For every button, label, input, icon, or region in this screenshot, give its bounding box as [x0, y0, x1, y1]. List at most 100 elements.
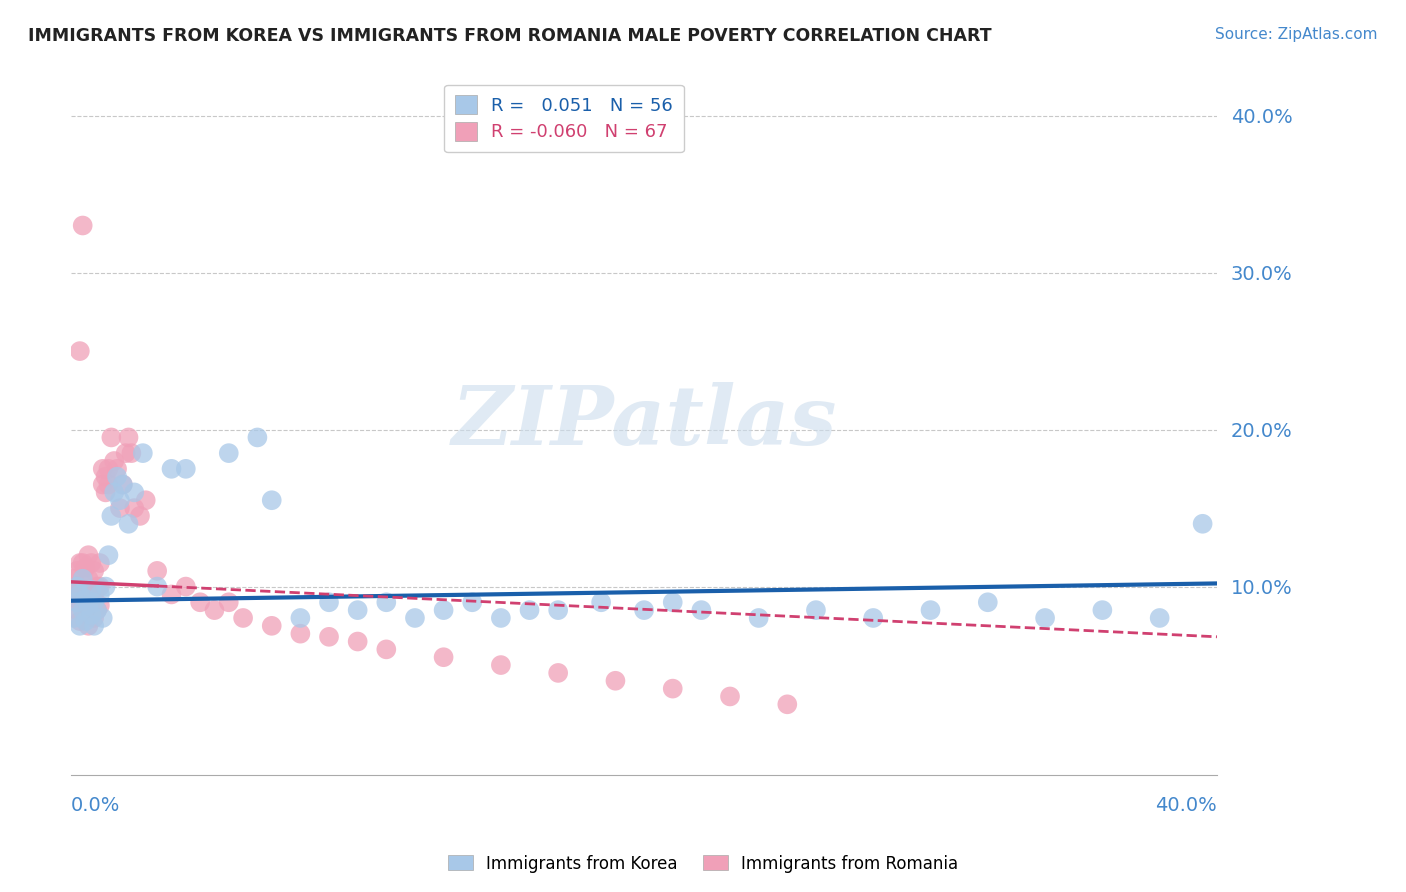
Point — [489, 611, 512, 625]
Point — [690, 603, 713, 617]
Point — [75, 614, 97, 628]
Point — [66, 595, 89, 609]
Point — [260, 493, 283, 508]
Point — [86, 603, 108, 617]
Point — [318, 630, 340, 644]
Point — [94, 580, 117, 594]
Point — [63, 611, 86, 625]
Point — [77, 595, 100, 609]
Point — [108, 493, 131, 508]
Point — [661, 595, 683, 609]
Point — [862, 611, 884, 625]
Point — [204, 603, 226, 617]
Point — [66, 564, 89, 578]
Point — [97, 462, 120, 476]
Point — [72, 572, 94, 586]
Point — [80, 607, 103, 622]
Point — [72, 587, 94, 601]
Point — [977, 595, 1000, 609]
Point — [404, 611, 426, 625]
Point — [80, 607, 103, 622]
Point — [72, 219, 94, 233]
Point — [69, 556, 91, 570]
Point — [83, 595, 105, 609]
Point — [290, 626, 312, 640]
Point — [72, 572, 94, 586]
Point — [218, 595, 240, 609]
Point — [69, 619, 91, 633]
Point — [489, 658, 512, 673]
Point — [83, 564, 105, 578]
Point — [132, 446, 155, 460]
Point — [105, 462, 128, 476]
Point — [120, 446, 142, 460]
Point — [605, 673, 627, 688]
Point — [591, 595, 613, 609]
Legend: R =   0.051   N = 56, R = -0.060   N = 67: R = 0.051 N = 56, R = -0.060 N = 67 — [444, 85, 683, 153]
Point — [83, 611, 105, 625]
Point — [748, 611, 770, 625]
Point — [89, 556, 111, 570]
Point — [69, 614, 91, 628]
Point — [83, 619, 105, 633]
Point — [86, 603, 108, 617]
Point — [77, 548, 100, 562]
Point — [83, 587, 105, 601]
Point — [77, 619, 100, 633]
Text: 40.0%: 40.0% — [1156, 797, 1218, 815]
Point — [103, 454, 125, 468]
Point — [91, 462, 114, 476]
Point — [804, 603, 827, 617]
Point — [108, 501, 131, 516]
Point — [290, 611, 312, 625]
Point — [63, 572, 86, 586]
Point — [69, 344, 91, 359]
Point — [94, 469, 117, 483]
Legend: Immigrants from Korea, Immigrants from Romania: Immigrants from Korea, Immigrants from R… — [441, 848, 965, 880]
Point — [97, 477, 120, 491]
Point — [146, 580, 169, 594]
Point — [432, 603, 454, 617]
Point — [80, 582, 103, 597]
Point — [188, 595, 211, 609]
Point — [461, 595, 484, 609]
Point — [114, 446, 136, 460]
Point — [1191, 516, 1213, 531]
Point — [75, 560, 97, 574]
Point — [75, 607, 97, 622]
Point — [260, 619, 283, 633]
Point — [89, 580, 111, 594]
Point — [66, 603, 89, 617]
Point — [75, 592, 97, 607]
Point — [80, 556, 103, 570]
Point — [129, 508, 152, 523]
Point — [91, 477, 114, 491]
Point — [97, 548, 120, 562]
Point — [111, 477, 134, 491]
Point — [66, 580, 89, 594]
Point — [69, 587, 91, 601]
Point — [920, 603, 942, 617]
Point — [75, 582, 97, 597]
Point — [375, 642, 398, 657]
Point — [318, 595, 340, 609]
Point — [1091, 603, 1114, 617]
Text: IMMIGRANTS FROM KOREA VS IMMIGRANTS FROM ROMANIA MALE POVERTY CORRELATION CHART: IMMIGRANTS FROM KOREA VS IMMIGRANTS FROM… — [28, 27, 991, 45]
Point — [94, 485, 117, 500]
Text: ZIPatlas: ZIPatlas — [451, 382, 837, 462]
Point — [100, 508, 122, 523]
Point — [69, 595, 91, 609]
Point — [122, 501, 145, 516]
Point — [86, 580, 108, 594]
Point — [72, 603, 94, 617]
Point — [1149, 611, 1171, 625]
Point — [718, 690, 741, 704]
Point — [80, 582, 103, 597]
Point — [547, 665, 569, 680]
Point — [375, 595, 398, 609]
Point — [346, 634, 368, 648]
Point — [160, 587, 183, 601]
Point — [77, 572, 100, 586]
Point — [117, 430, 139, 444]
Point — [89, 599, 111, 613]
